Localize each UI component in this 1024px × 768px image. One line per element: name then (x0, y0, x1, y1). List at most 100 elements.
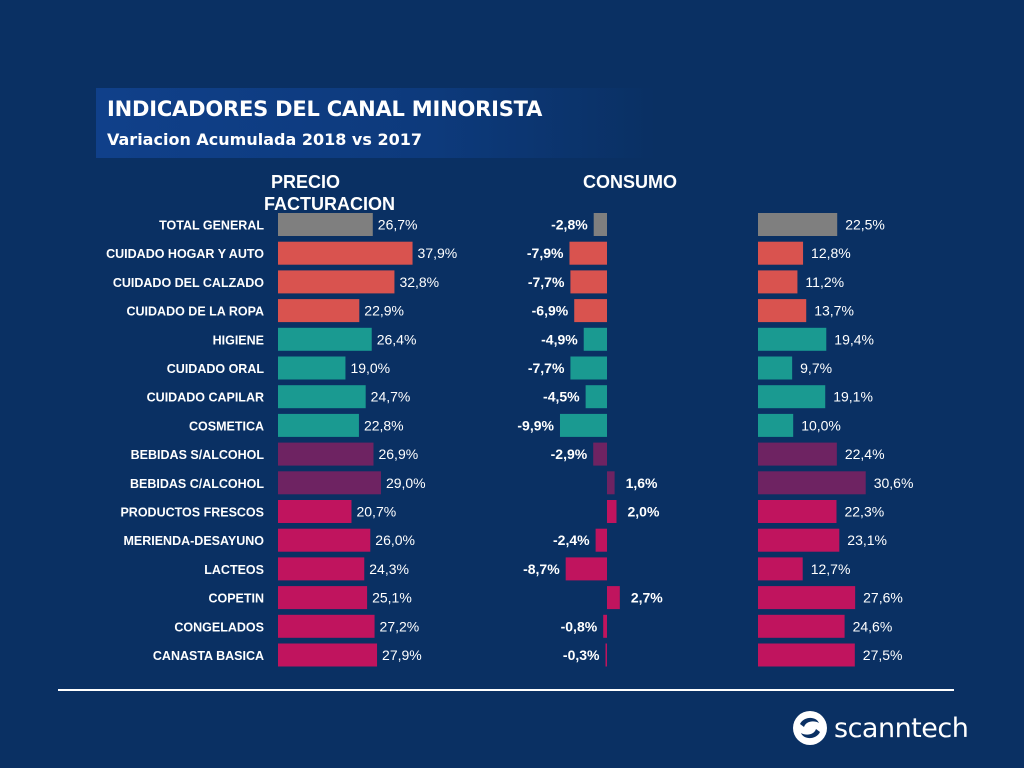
right-bar-bebidas-c-alcohol (758, 471, 866, 495)
facturacion-value-higiene: 26,4% (377, 331, 417, 347)
facturacion-bar-bebidas-s-alcohol (278, 442, 374, 466)
facturacion-bar-congelados (278, 614, 375, 638)
category-label-total-general: TOTAL GENERAL (159, 219, 264, 233)
facturacion-bar-total-general (278, 213, 373, 236)
facturacion-value-total-general: 26,7% (378, 217, 418, 233)
consumo-value-bebidas-s-alcohol: -2,9% (551, 446, 588, 462)
right-bar-productos-frescos (758, 500, 837, 523)
right-bar-cuidado-del-calzado (758, 270, 798, 294)
right-value-congelados: 24,6% (853, 618, 893, 634)
right-bar-congelados (758, 614, 845, 638)
consumo-bar-productos-frescos (607, 500, 617, 523)
facturacion-bar-cuidado-hogar-y-auto (278, 241, 413, 265)
consumo-bar-merienda-desayuno (595, 528, 607, 552)
right-bar-total-general (758, 213, 838, 236)
consumo-bar-bebidas-s-alcohol (593, 442, 607, 466)
right-bar-cuidado-hogar-y-auto (758, 241, 804, 265)
facturacion-bar-cuidado-del-calzado (278, 270, 395, 294)
consumo-bar-cuidado-oral (570, 356, 607, 380)
right-bar-cosmetica (758, 413, 794, 437)
consumo-value-cuidado-de-la-ropa: -6,9% (532, 303, 569, 319)
consumo-value-total-general: -2,8% (551, 217, 588, 233)
right-value-cuidado-hogar-y-auto: 12,8% (811, 245, 851, 261)
consumo-bar-cuidado-capilar (585, 385, 607, 409)
category-label-cuidado-oral: CUIDADO ORAL (167, 362, 265, 376)
category-label-productos-frescos: PRODUCTOS FRESCOS (120, 506, 264, 520)
right-bar-bebidas-s-alcohol (758, 442, 837, 466)
facturacion-bar-cuidado-oral (278, 356, 346, 380)
consumo-value-copetin: 2,7% (631, 590, 663, 606)
consumo-bar-cuidado-de-la-ropa (574, 299, 607, 323)
facturacion-bar-cuidado-capilar (278, 385, 366, 409)
right-value-higiene: 19,4% (834, 331, 874, 347)
right-bar-merienda-desayuno (758, 528, 840, 552)
consumo-bar-higiene (583, 327, 607, 351)
right-bar-higiene (758, 327, 827, 351)
right-value-merienda-desayuno: 23,1% (847, 532, 887, 548)
right-value-lacteos: 12,7% (811, 561, 851, 577)
consumo-bar-cuidado-hogar-y-auto (569, 241, 607, 265)
footer-divider (58, 689, 954, 691)
right-bar-cuidado-de-la-ropa (758, 299, 807, 323)
facturacion-bar-productos-frescos (278, 500, 352, 523)
category-label-bebidas-c-alcohol: BEBIDAS C/ALCOHOL (130, 477, 264, 491)
consumo-value-productos-frescos: 2,0% (628, 504, 660, 520)
facturacion-header-line-2: FACTURACION (264, 194, 395, 214)
right-value-productos-frescos: 22,3% (844, 504, 884, 520)
facturacion-value-cuidado-del-calzado: 32,8% (399, 274, 439, 290)
category-label-cuidado-de-la-ropa: CUIDADO DE LA ROPA (127, 305, 265, 319)
consumo-value-cuidado-hogar-y-auto: -7,9% (527, 245, 564, 261)
facturacion-value-lacteos: 24,3% (369, 561, 409, 577)
consumo-bar-cosmetica (559, 413, 607, 437)
facturacion-value-bebidas-c-alcohol: 29,0% (386, 475, 426, 491)
scanntech-logo: scanntech (792, 710, 969, 746)
consumo-value-cuidado-capilar: -4,5% (543, 389, 580, 405)
right-value-bebidas-s-alcohol: 22,4% (845, 446, 885, 462)
facturacion-bar-cosmetica (278, 413, 359, 437)
right-bar-copetin (758, 586, 856, 610)
consumo-value-lacteos: -8,7% (523, 561, 560, 577)
consumo-bar-bebidas-c-alcohol (607, 471, 615, 495)
right-bar-canasta-basica (758, 643, 855, 667)
consumo-bar-canasta-basica (605, 643, 607, 667)
consumo-bar-total-general (593, 213, 607, 236)
category-label-congelados: CONGELADOS (174, 620, 264, 634)
consumo-value-cosmetica: -9,9% (517, 417, 554, 433)
facturacion-bar-merienda-desayuno (278, 528, 371, 552)
facturacion-bar-copetin (278, 586, 368, 610)
consumo-value-congelados: -0,8% (561, 618, 598, 634)
category-label-cuidado-hogar-y-auto: CUIDADO HOGAR Y AUTO (106, 247, 264, 261)
facturacion-value-cuidado-capilar: 24,7% (371, 389, 411, 405)
right-bar-cuidado-capilar (758, 385, 826, 409)
facturacion-value-copetin: 25,1% (372, 590, 412, 606)
consumo-value-merienda-desayuno: -2,4% (553, 532, 590, 548)
category-label-cosmetica: COSMETICA (189, 419, 264, 433)
consumo-value-cuidado-oral: -7,7% (528, 360, 565, 376)
scanntech-swirl-icon (793, 711, 827, 745)
right-value-cuidado-del-calzado: 11,2% (805, 274, 844, 290)
facturacion-value-cuidado-de-la-ropa: 22,9% (364, 303, 404, 319)
facturacion-column-header: PRECIO FACTURACION (264, 171, 395, 215)
consumo-bar-copetin (607, 586, 620, 610)
consumo-bar-lacteos (565, 557, 607, 581)
consumo-column-header: CONSUMO (583, 172, 677, 192)
right-value-cosmetica: 10,0% (801, 417, 841, 433)
category-label-merienda-desayuno: MERIENDA-DESAYUNO (123, 534, 264, 548)
logo-text: scanntech (834, 712, 969, 744)
consumo-value-canasta-basica: -0,3% (563, 647, 600, 663)
right-bar-lacteos (758, 557, 803, 581)
consumo-value-cuidado-del-calzado: -7,7% (528, 274, 565, 290)
page-subtitle: Variacion Acumulada 2018 vs 2017 (107, 130, 422, 149)
facturacion-bar-lacteos (278, 557, 365, 581)
right-bar-cuidado-oral (758, 356, 793, 380)
consumo-value-higiene: -4,9% (541, 331, 578, 347)
facturacion-value-productos-frescos: 20,7% (356, 504, 396, 520)
right-value-canasta-basica: 27,5% (863, 647, 903, 663)
consumo-bar-cuidado-del-calzado (570, 270, 607, 294)
category-label-lacteos: LACTEOS (204, 563, 264, 577)
facturacion-value-cuidado-hogar-y-auto: 37,9% (418, 245, 458, 261)
facturacion-bar-higiene (278, 327, 372, 351)
right-value-total-general: 22,5% (845, 217, 885, 233)
category-label-cuidado-capilar: CUIDADO CAPILAR (147, 391, 264, 405)
